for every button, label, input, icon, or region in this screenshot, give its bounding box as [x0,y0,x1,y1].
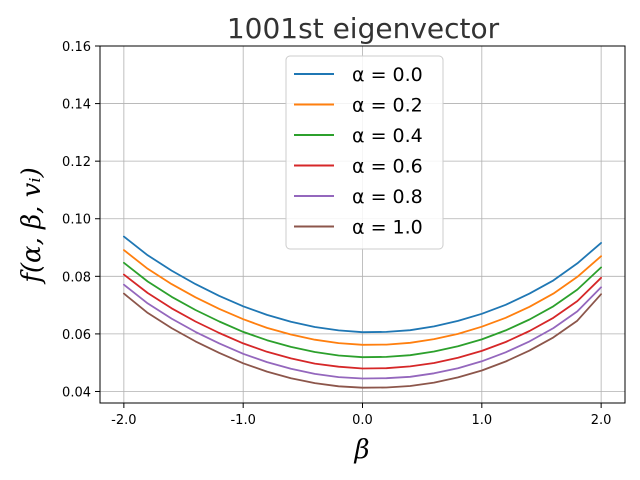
y-axis-label: f(α, β, vᵢ) [17,167,47,284]
series-line-2 [123,261,602,359]
y-tick-label: 0.16 [62,40,91,55]
chart-title: 1001st eigenvector [227,12,500,45]
y-tick-label: 0.12 [62,155,91,170]
series-group [123,235,602,389]
legend: α = 0.0 α = 0.2 α = 0.4 α = 0.6 α = 0.8 α = 1… [285,55,444,250]
legend-label-0: α = 0.0 [352,64,423,86]
series-line-3 [123,273,602,370]
x-tick-label: 1.0 [471,413,492,428]
legend-label-2: α = 0.4 [352,125,423,147]
series-line-5 [123,292,602,389]
x-tick-label: -1.0 [230,413,255,428]
x-axis-label: β [353,435,369,465]
x-tick-label: 2.0 [591,413,612,428]
legend-label-4: α = 0.8 [352,186,423,208]
legend-label-1: α = 0.2 [352,95,423,117]
ticks: -2.0 -1.0 0.0 1.0 2.0 0.04 0.06 0.08 0.10 0.12 0.1… [62,40,611,428]
x-tick-label: 0.0 [352,413,373,428]
y-tick-label: 0.14 [62,98,91,113]
legend-label-5: α = 1.0 [352,217,423,239]
x-tick-label: -2.0 [111,413,136,428]
legend-label-3: α = 0.6 [352,156,423,178]
series-line-0 [123,235,602,334]
y-tick-label: 0.04 [62,385,91,400]
y-tick-label: 0.08 [62,270,91,285]
series-line-4 [123,283,602,380]
y-tick-label: 0.10 [62,213,91,228]
y-tick-label: 0.06 [62,328,91,343]
series-line-1 [123,249,602,346]
